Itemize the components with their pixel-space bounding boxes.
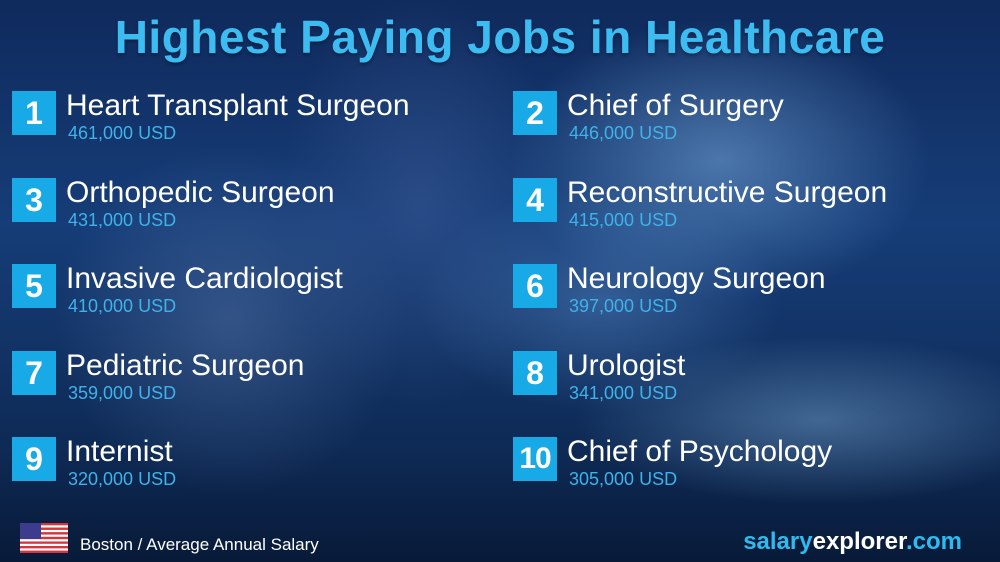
brand-part: .com: [905, 528, 962, 555]
rank-badge: 6: [513, 264, 557, 308]
job-title: Chief of Surgery: [567, 89, 784, 122]
brand-part: explorer: [812, 528, 906, 555]
rank-badge: 3: [12, 177, 56, 222]
job-item: 7 Pediatric Surgeon 359,000 USD: [12, 349, 492, 419]
job-salary: 461,000 USD: [68, 123, 177, 143]
job-item: 4 Reconstructive Surgeon 415,000 USD: [513, 176, 993, 246]
rank-badge: 10: [513, 437, 557, 481]
job-salary: 415,000 USD: [569, 209, 678, 230]
job-item: 1 Heart Transplant Surgeon 461,000 USD: [12, 89, 492, 159]
job-title: Invasive Cardiologist: [66, 262, 343, 295]
job-title: Pediatric Surgeon: [66, 348, 305, 382]
job-item: 8 Urologist 341,000 USD: [513, 349, 993, 419]
job-item: 10 Chief of Psychology 305,000 USD: [513, 435, 993, 505]
job-title: Orthopedic Surgeon: [66, 175, 335, 209]
job-item: 6 Neurology Surgeon 397,000 USD: [513, 262, 993, 332]
job-title: Chief of Psychology: [567, 435, 833, 468]
job-title: Reconstructive Surgeon: [567, 175, 888, 209]
job-salary: 359,000 USD: [68, 382, 177, 403]
job-salary: 305,000 USD: [569, 469, 678, 489]
rank-badge: 5: [12, 264, 56, 308]
location-label: Boston / Average Annual Salary: [80, 535, 319, 554]
brand-part: salary: [743, 528, 813, 555]
rank-badge: 7: [12, 350, 56, 395]
job-title: Internist: [66, 435, 173, 468]
job-title: Heart Transplant Surgeon: [66, 89, 410, 122]
page-title: Highest Paying Jobs in Healthcare: [114, 11, 886, 63]
job-salary: 446,000 USD: [569, 123, 678, 143]
rank-badge: 4: [513, 177, 557, 222]
job-item: 9 Internist 320,000 USD: [12, 435, 492, 505]
us-flag-icon: [20, 523, 68, 553]
job-item: 5 Invasive Cardiologist 410,000 USD: [12, 262, 492, 332]
rank-badge: 8: [513, 350, 557, 395]
brand-logo: salaryexplorer.com: [743, 528, 962, 556]
job-salary: 397,000 USD: [569, 296, 678, 316]
job-salary: 410,000 USD: [68, 296, 177, 316]
job-title: Urologist: [567, 348, 686, 382]
rank-badge: 1: [12, 91, 56, 135]
job-item: 2 Chief of Surgery 446,000 USD: [513, 89, 993, 159]
job-salary: 431,000 USD: [68, 209, 177, 230]
job-salary: 341,000 USD: [569, 382, 678, 403]
job-salary: 320,000 USD: [68, 469, 177, 489]
rank-badge: 2: [513, 91, 557, 135]
job-item: 3 Orthopedic Surgeon 431,000 USD: [12, 176, 492, 246]
job-title: Neurology Surgeon: [567, 262, 826, 295]
rank-badge: 9: [12, 437, 56, 481]
